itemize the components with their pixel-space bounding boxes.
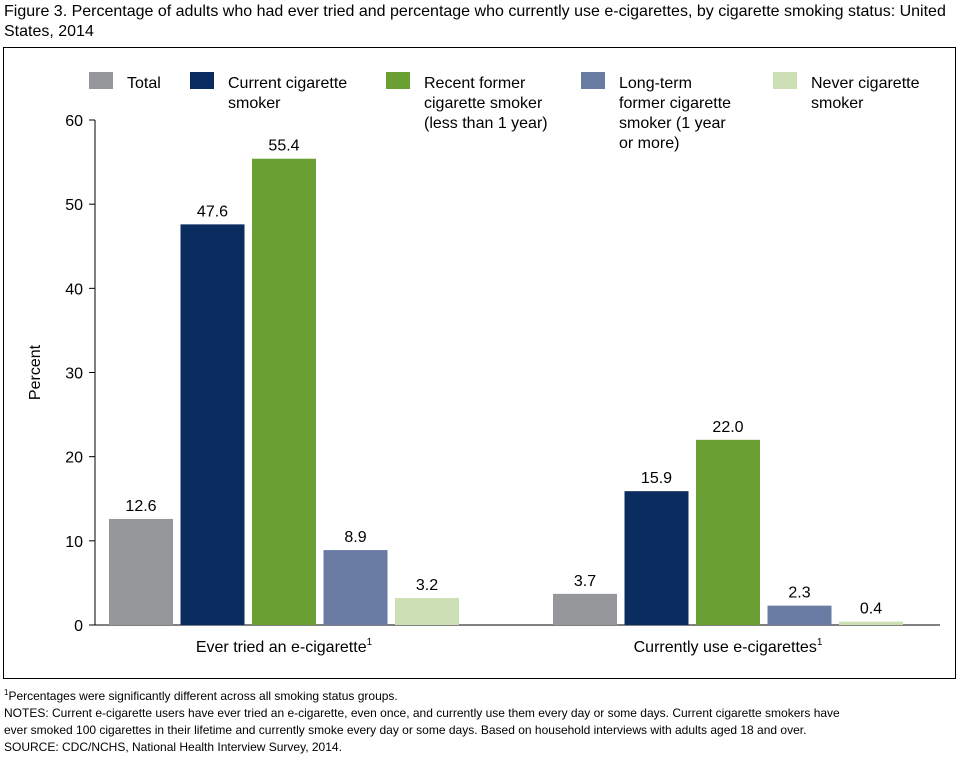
bars [109,158,903,625]
legend-label: smoker [228,95,281,112]
y-tick-label: 50 [65,197,83,214]
legend-label: (less than 1 year) [424,115,548,132]
y-tick-label: 0 [74,618,83,635]
legend-swatch [581,72,605,89]
footnote-mark: 1 [4,688,9,697]
legend-swatch [386,72,410,89]
bar [839,621,903,625]
bar-value-label: 47.6 [197,203,228,220]
bar-value-label: 3.2 [416,577,438,594]
legend-label: Current cigarette [228,75,347,92]
bar [323,550,388,625]
bar [109,518,173,625]
legend-label: smoker [811,95,864,112]
bar [624,491,689,625]
legend-label: Recent former [424,75,526,92]
bar-chart: Total Current cigarette smoker Recent forme… [27,72,940,656]
legend-swatch [190,72,214,89]
data-labels: 12.6 3.7 47.6 15.9 55.4 22.0 8.9 2.3 3.2 0.4 [125,138,882,618]
bar-value-label: 8.9 [344,529,366,546]
bar-value-label: 2.3 [788,585,810,602]
footnote-text: Percentages were significantly different… [8,689,398,703]
y-tick-label: 30 [65,366,83,383]
bar-value-label: 0.4 [860,601,882,618]
figure-notes: 1Percentages were significantly differen… [4,688,956,756]
figure-title: Figure 3. Percentage of adults who had e… [4,3,946,40]
legend-label: or more) [619,135,679,152]
bar-value-label: 12.6 [125,498,156,515]
legend-label: Long-term [619,75,692,92]
x-category-label: Currently use e-cigarettes1 [634,637,823,656]
y-tick-label: 60 [65,113,83,130]
legend-label: cigarette smoker [424,95,543,112]
legend-label: Never cigarette [811,75,920,92]
legend-label: Total [127,75,161,92]
x-category-label: Ever tried an e-cigarette1 [196,637,373,656]
footnote-1: 1Percentages were significantly differen… [4,688,956,705]
source-line: SOURCE: CDC/NCHS, National Health Interv… [4,740,342,754]
bar [553,593,617,625]
bar [252,158,316,625]
bar [395,598,459,625]
bar-value-label: 22.0 [712,419,743,436]
x-axis-categories: Ever tried an e-cigarette1 Currently use … [196,637,823,656]
bar-value-label: 15.9 [641,470,672,487]
y-axis-label: Percent [27,344,44,400]
legend-label: smoker (1 year [619,115,726,132]
legend-swatch [773,72,797,89]
bar [180,224,245,625]
chart-frame [3,47,956,679]
y-tick-label: 20 [65,450,83,467]
y-tick-label: 10 [65,534,83,551]
legend: Total Current cigarette smoker Recent forme… [89,72,920,152]
bar-value-label: 3.7 [574,573,596,590]
legend-label: former cigarette [619,95,731,112]
bar [767,605,832,625]
y-tick-label: 40 [65,281,83,298]
bar-value-label: 55.4 [268,138,299,155]
bar [696,439,760,625]
notes-line-2: ever smoked 100 cigarettes in their life… [4,723,807,737]
notes-line-1: NOTES: Current e-cigarette users have ev… [4,706,840,720]
legend-swatch [89,72,113,89]
